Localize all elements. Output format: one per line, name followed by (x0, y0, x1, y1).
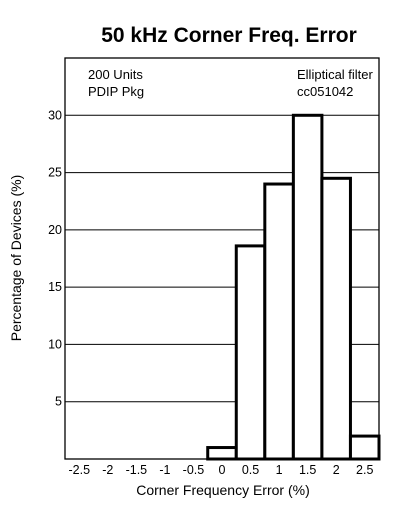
bar (320, 176, 352, 461)
y-tick-label: 30 (48, 108, 62, 122)
bar (291, 113, 324, 461)
y-tick-label: 5 (55, 395, 62, 409)
bar (234, 244, 267, 461)
annotation-package: PDIP Pkg (88, 84, 144, 99)
chart-title: 50 kHz Corner Freq. Error (101, 24, 357, 47)
annotation-units: 200 Units (88, 67, 143, 82)
bars (206, 113, 381, 461)
y-axis-label: Percentage of Devices (%) (8, 175, 24, 342)
annotation-filter: Elliptical filter (297, 67, 374, 82)
x-tick-label: 0.5 (242, 463, 259, 477)
x-tick-label: -0.5 (183, 463, 205, 477)
x-tick-label: 0 (219, 463, 226, 477)
x-tick-label: 1 (276, 463, 283, 477)
x-tick-label: -2 (102, 463, 113, 477)
y-axis-ticks: 5 10 15 20 25 30 (48, 108, 62, 408)
x-axis-ticks: -2.5 -2 -1.5 -1 -0.5 0 0.5 1 1.5 2 2.5 (68, 463, 373, 477)
bar (206, 446, 238, 461)
x-tick-label: 1.5 (299, 463, 316, 477)
x-tick-label: 2.5 (356, 463, 373, 477)
bar (348, 434, 381, 461)
y-tick-label: 15 (48, 280, 62, 294)
x-tick-label: 2 (333, 463, 340, 477)
y-tick-label: 10 (48, 337, 62, 351)
x-tick-label: -1 (159, 463, 170, 477)
y-tick-label: 20 (48, 223, 62, 237)
annotation-code: cc051042 (297, 84, 353, 99)
bar (263, 182, 295, 461)
y-tick-label: 25 (48, 166, 62, 180)
x-tick-label: -2.5 (68, 463, 90, 477)
x-tick-label: -1.5 (126, 463, 148, 477)
x-axis-label: Corner Frequency Error (%) (136, 482, 310, 498)
